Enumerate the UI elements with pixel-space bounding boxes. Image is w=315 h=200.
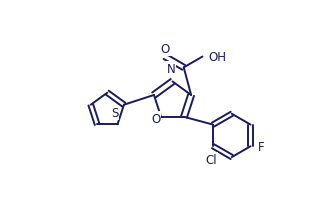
Text: Cl: Cl	[206, 153, 217, 166]
Text: F: F	[258, 140, 265, 153]
Text: S: S	[111, 106, 118, 119]
Text: O: O	[160, 43, 169, 56]
Text: O: O	[151, 112, 160, 125]
Text: N: N	[167, 63, 175, 75]
Text: OH: OH	[209, 51, 226, 64]
